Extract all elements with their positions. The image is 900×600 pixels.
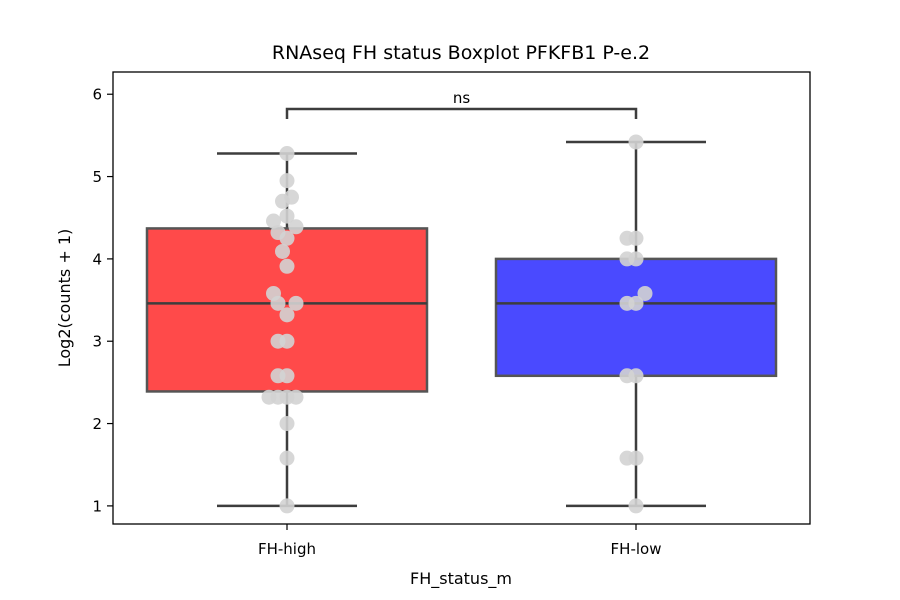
data-point-fh-high bbox=[288, 295, 304, 311]
y-tick-label: 2 bbox=[92, 415, 102, 433]
y-tick-label: 4 bbox=[92, 250, 102, 268]
y-tick-label: 3 bbox=[92, 333, 102, 351]
significance-label: ns bbox=[453, 89, 471, 107]
data-point-fh-high bbox=[279, 450, 295, 466]
data-point-fh-high bbox=[275, 193, 290, 209]
data-point-fh-low bbox=[628, 368, 644, 384]
data-point-fh-high bbox=[279, 258, 295, 274]
data-point-fh-high bbox=[270, 295, 286, 311]
data-point-fh-high bbox=[279, 173, 295, 189]
significance-bracket bbox=[285, 107, 638, 120]
data-point-fh-low bbox=[628, 450, 644, 466]
data-point-fh-high bbox=[279, 230, 295, 246]
data-point-fh-high bbox=[279, 333, 295, 349]
data-point-fh-high bbox=[279, 416, 295, 432]
y-tick-label: 1 bbox=[92, 497, 102, 515]
data-point-fh-low bbox=[628, 251, 644, 267]
data-point-fh-high bbox=[266, 213, 281, 229]
data-point-fh-high bbox=[279, 368, 295, 384]
data-point-fh-low bbox=[637, 285, 653, 301]
box-fh-low bbox=[494, 257, 778, 378]
y-tick-label: 5 bbox=[92, 168, 102, 186]
data-point-fh-low bbox=[628, 295, 644, 311]
y-axis-label: Log2(counts + 1) bbox=[55, 229, 74, 367]
x-axis-label: FH_status_m bbox=[410, 569, 512, 589]
data-point-fh-low bbox=[628, 498, 644, 514]
x-tick-label: FH-high bbox=[258, 540, 316, 558]
x-tick-label: FH-low bbox=[611, 540, 662, 558]
data-point-fh-high bbox=[288, 389, 304, 405]
data-point-fh-low bbox=[628, 134, 644, 150]
plot-area: ns bbox=[145, 89, 778, 514]
plot-frame bbox=[112, 71, 811, 525]
data-point-fh-high bbox=[279, 498, 295, 514]
data-point-fh-high bbox=[288, 219, 304, 235]
data-point-fh-low bbox=[628, 230, 644, 246]
data-point-fh-high bbox=[275, 243, 290, 259]
chart-title: RNAseq FH status Boxplot PFKFB1 P-e.2 bbox=[272, 42, 650, 64]
data-point-fh-high bbox=[279, 208, 295, 224]
data-point-fh-high bbox=[279, 146, 295, 162]
y-tick-label: 6 bbox=[92, 86, 102, 104]
data-point-fh-high bbox=[279, 307, 295, 323]
